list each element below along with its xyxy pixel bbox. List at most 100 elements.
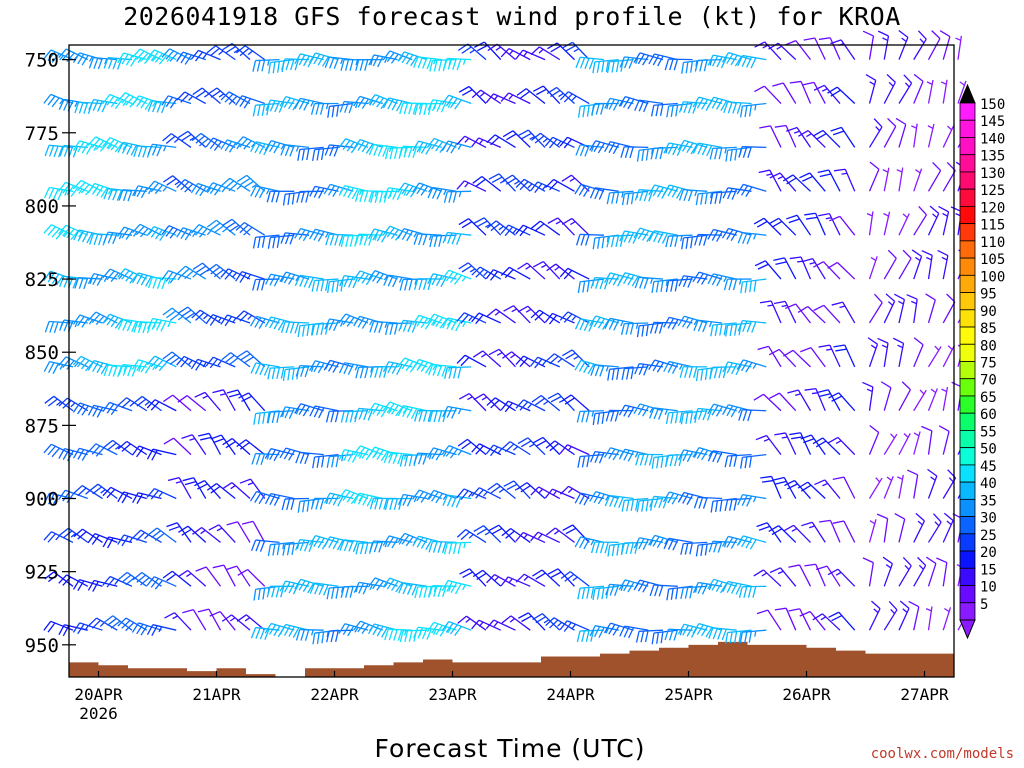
wind-barb — [636, 322, 664, 338]
wind-barb — [327, 102, 354, 118]
wind-barb — [577, 102, 605, 118]
wind-barb — [737, 231, 767, 245]
wind-barb — [562, 524, 590, 543]
wind-barb — [768, 525, 797, 543]
wind-barb — [73, 229, 103, 244]
wind-barb — [457, 43, 487, 61]
wind-barb — [620, 146, 649, 159]
wind-barb — [297, 497, 324, 513]
wind-barb — [618, 404, 649, 418]
wind-barb — [773, 300, 797, 324]
colorbar-swatch — [959, 430, 976, 449]
wind-barb — [518, 129, 546, 148]
wind-barb — [485, 269, 516, 281]
wind-barb — [473, 217, 502, 236]
wind-barb — [913, 556, 927, 587]
wind-barb — [235, 271, 265, 283]
wind-barb — [710, 322, 737, 337]
y-tick-label: 900 — [25, 489, 59, 511]
wind-barb — [804, 388, 826, 411]
colorbar-label: 145 — [980, 114, 1005, 130]
wind-barb — [500, 400, 531, 413]
wind-barb — [666, 585, 693, 601]
wind-barb — [664, 58, 693, 71]
wind-barb — [803, 37, 826, 60]
wind-barb — [340, 58, 369, 71]
wind-barb — [235, 136, 266, 150]
wind-barb — [399, 278, 428, 291]
wind-barb — [606, 234, 634, 248]
colorbar-swatch — [959, 119, 976, 138]
wind-barb — [340, 585, 369, 598]
wind-barb — [368, 228, 398, 243]
wind-barb — [442, 231, 472, 245]
wind-barb — [383, 274, 413, 288]
wind-barb — [117, 617, 148, 632]
colorbar-swatch — [959, 274, 976, 293]
wind-barb — [212, 389, 236, 412]
wind-barb — [692, 622, 723, 638]
wind-barb — [710, 497, 737, 513]
wind-barb — [634, 276, 664, 289]
wind-barb — [707, 450, 737, 463]
wind-barb — [782, 174, 811, 192]
wind-barb — [282, 190, 310, 206]
wind-barb — [117, 571, 148, 587]
colorbar-swatch — [959, 171, 976, 190]
wind-barb — [530, 531, 561, 543]
wind-barb — [220, 91, 251, 105]
x-tick-sublabel: 2026 — [79, 704, 118, 723]
wind-barb — [592, 410, 619, 426]
wind-barb — [311, 278, 339, 292]
wind-barb — [103, 187, 133, 201]
wind-barb — [831, 301, 856, 324]
wind-barb — [426, 489, 457, 504]
wind-barb — [942, 607, 952, 631]
wind-barb — [559, 91, 590, 105]
wind-barb — [502, 174, 531, 192]
wind-barb — [911, 123, 918, 148]
wind-barb — [147, 143, 177, 157]
wind-barb — [176, 227, 206, 241]
y-tick-label: 925 — [25, 562, 59, 584]
wind-barb — [515, 49, 546, 61]
wind-barb — [679, 366, 708, 378]
wind-barb — [772, 82, 797, 104]
wind-barb — [786, 214, 812, 236]
wind-barb — [827, 86, 856, 104]
wind-barb — [355, 366, 383, 379]
wind-barb — [515, 224, 546, 237]
wind-barb — [192, 87, 221, 105]
wind-barb — [692, 142, 723, 157]
colorbar-label: 80 — [980, 338, 997, 354]
wind-barb — [898, 74, 913, 104]
wind-barb — [383, 187, 413, 201]
wind-barb — [665, 278, 693, 293]
terrain-area — [69, 641, 954, 677]
wind-barb — [441, 620, 472, 636]
y-tick-label: 950 — [25, 635, 59, 657]
wind-barb — [607, 366, 634, 381]
wind-barb — [515, 573, 546, 587]
wind-barb — [634, 99, 664, 113]
wind-barb-layer — [43, 29, 972, 645]
wind-barb — [589, 491, 619, 505]
wind-barb — [87, 182, 118, 198]
wind-barb — [692, 447, 723, 461]
colorbar-swatch — [959, 188, 976, 207]
wind-barb — [118, 189, 147, 202]
wind-barb — [353, 492, 383, 507]
wind-barb — [294, 97, 324, 111]
plot-frame — [68, 44, 955, 678]
wind-barb — [441, 269, 472, 285]
wind-barb — [294, 578, 324, 594]
wind-barb — [501, 441, 531, 456]
wind-barb — [192, 527, 221, 543]
wind-barb — [801, 257, 826, 280]
colorbar-label: 50 — [980, 442, 997, 458]
wind-barb — [651, 278, 678, 293]
wind-barb — [220, 139, 251, 153]
wind-barb — [443, 541, 472, 555]
wind-barb — [249, 315, 280, 329]
